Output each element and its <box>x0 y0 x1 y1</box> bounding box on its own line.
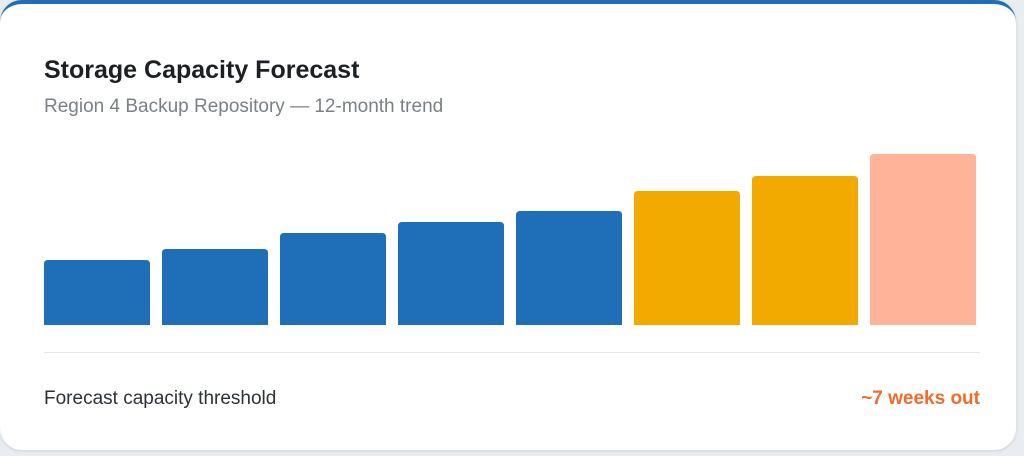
card: Storage Capacity Forecast Region 4 Backu… <box>0 0 1016 450</box>
bar <box>398 222 504 325</box>
bar <box>634 191 740 325</box>
bar <box>516 211 622 325</box>
bar <box>162 249 268 325</box>
bar <box>752 176 858 325</box>
card-title: Storage Capacity Forecast <box>44 56 360 84</box>
footer-label: Forecast capacity threshold <box>44 388 277 409</box>
bar <box>870 154 976 325</box>
bar <box>280 233 386 325</box>
chart <box>44 154 976 325</box>
footer-value: ~7 weeks out <box>861 388 980 409</box>
divider <box>44 352 980 353</box>
card-subtitle: Region 4 Backup Repository — 12-month tr… <box>44 96 444 117</box>
bar <box>44 260 150 325</box>
